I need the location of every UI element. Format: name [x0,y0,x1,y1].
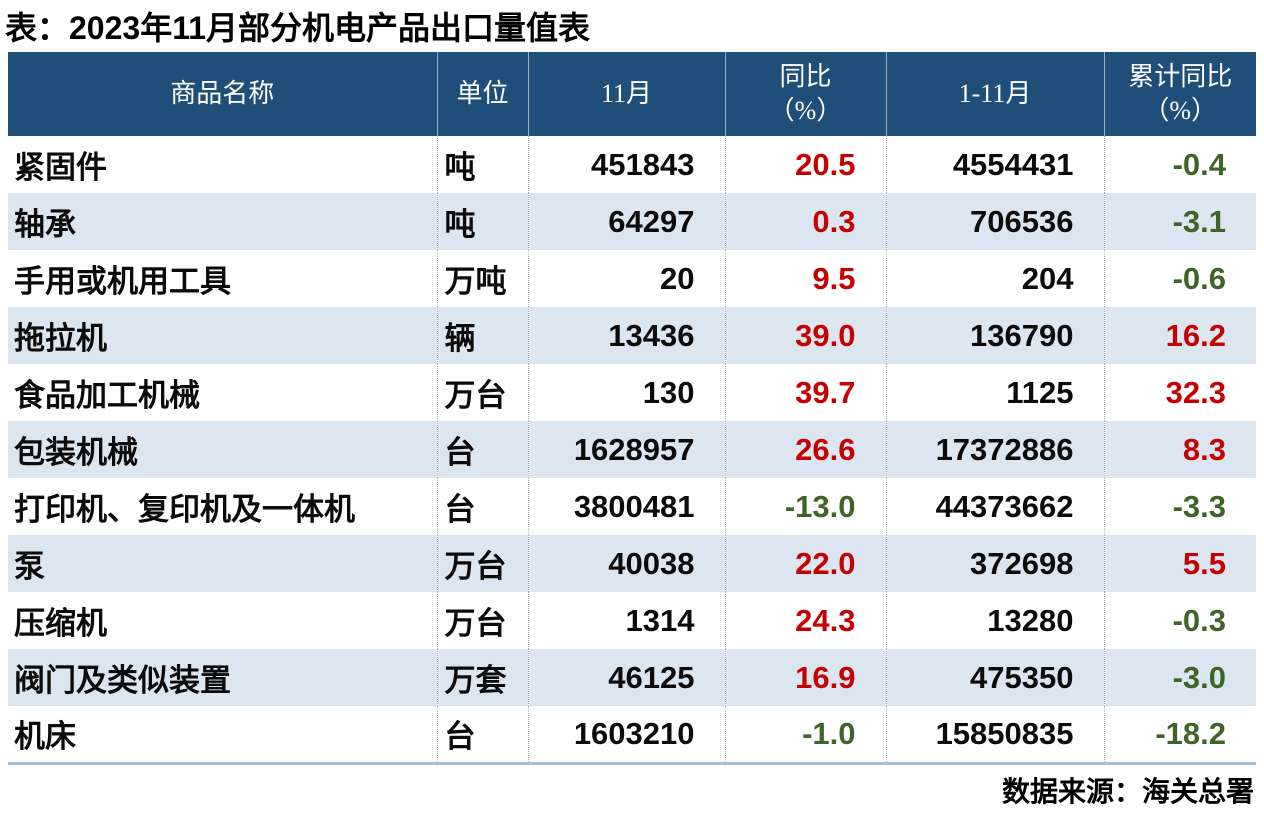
jan-nov-value-cell: 475350 [886,649,1105,706]
unit-cell: 万套 [437,649,529,706]
unit-cell: 辆 [437,307,529,364]
cumulative-yoy-percent-cell: 32.3 [1165,374,1226,410]
col-header-cumulative-yoy-label-line2: （%） [1143,96,1218,125]
jan-nov-value-cell: 204 [886,250,1105,307]
table-row: 拖拉机辆 13436 39.0 136790 16.2 [8,307,1256,364]
jan-nov-value-cell: 4554431 [886,136,1105,193]
cumulative-yoy-percent-cell: -0.4 [1172,146,1226,182]
table-header: 商品名称 单位 11月 同比 （%） 1-11月 累计同比 （%） [8,52,1256,136]
jan-nov-value-cell: 44373662 [886,478,1105,535]
november-value-cell: 1314 [528,592,726,649]
table-row: 阀门及类似装置 万套 46125 16.9 475350 -3.0 [8,649,1256,706]
header-row: 商品名称 单位 11月 同比 （%） 1-11月 累计同比 （%） [8,52,1256,136]
cumulative-yoy-percent-cell: -18.2 [1155,715,1226,751]
table-row: 包装机械台 1628957 26.6 17372886 8.3 [8,421,1256,478]
product-name-cell: 紧固件 [8,136,438,193]
jan-nov-value-cell: 706536 [886,193,1105,250]
november-value-cell: 20 [528,250,726,307]
page-title: 表：2023年11月部分机电产品出口量值表 [5,10,591,46]
unit-cell: 吨 [437,136,529,193]
jan-nov-value-cell: 372698 [886,535,1105,592]
cumulative-yoy-percent-cell: -3.1 [1172,203,1226,239]
yoy-percent-cell: -1.0 [725,706,887,763]
cumulative-yoy-percent-cell: -3.3 [1172,488,1226,524]
table-row: 机床台 1603210 -1.0 15850835 -18.2 [8,706,1256,763]
table-row: 轴承吨 64297 0.3 706536 -3.1 [8,193,1256,250]
november-value-cell: 451843 [528,136,726,193]
yoy-percent-cell: 0.3 [725,193,887,250]
yoy-percent-cell: 20.5 [725,136,887,193]
data-source-note: 数据来源：海关总署 [1001,775,1254,807]
table-row: 手用或机用工具 万吨 20 9.5 204 -0.6 [8,250,1256,307]
product-name-cell: 压缩机 [8,592,438,649]
col-header-jan-nov-label: 1-11月 [958,79,1032,108]
unit-cell: 万台 [437,364,529,421]
november-value-cell: 130 [528,364,726,421]
november-value-cell: 1628957 [528,421,726,478]
jan-nov-value-cell: 15850835 [886,706,1105,763]
yoy-percent-cell: 39.0 [725,307,887,364]
jan-nov-value-cell: 13280 [886,592,1105,649]
cumulative-yoy-percent-cell: 16.2 [1165,317,1226,353]
col-header-unit: 单位 [437,52,529,136]
table-row: 泵万台 40038 22.0 372698 5.5 [8,535,1256,592]
col-header-november: 11月 [528,52,726,136]
export-data-table: 商品名称 单位 11月 同比 （%） 1-11月 累计同比 （%） [8,52,1256,765]
col-header-product-name-label: 商品名称 [170,79,275,108]
yoy-percent-cell: 9.5 [725,250,887,307]
jan-nov-value-cell: 1125 [886,364,1105,421]
yoy-percent-cell: 26.6 [725,421,887,478]
unit-cell: 台 [437,478,529,535]
cumulative-yoy-percent-cell: -0.3 [1172,602,1226,638]
november-value-cell: 1603210 [528,706,726,763]
november-value-cell: 3800481 [528,478,726,535]
table-body: 紧固件吨 451843 20.5 4554431 -0.4 轴承吨 64297 0.3 7065… [8,136,1256,763]
jan-nov-value-cell: 17372886 [886,421,1105,478]
product-name-cell: 包装机械 [8,421,438,478]
col-header-yoy-label-line1: 同比 [779,62,832,91]
unit-cell: 万台 [437,535,529,592]
product-name-cell: 拖拉机 [8,307,438,364]
col-header-cumulative-yoy: 累计同比 （%） [1104,52,1256,136]
col-header-cumulative-yoy-label-line1: 累计同比 [1128,62,1233,91]
cumulative-yoy-percent-cell: -3.0 [1172,659,1226,695]
table-row: 食品加工机械 万台 130 39.7 1125 32.3 [8,364,1256,421]
yoy-percent-cell: 22.0 [725,535,887,592]
table-row: 打印机、复印机及一体机台 3800481 -13.0 44373662 -3.3 [8,478,1256,535]
product-name-cell: 机床 [8,706,438,763]
unit-cell: 台 [437,421,529,478]
col-header-yoy: 同比 （%） [725,52,887,136]
unit-cell: 万吨 [437,250,529,307]
product-name-cell: 打印机、复印机及一体机 [8,478,438,535]
product-name-cell: 手用或机用工具 [8,250,438,307]
unit-cell: 台 [437,706,529,763]
col-header-product-name: 商品名称 [8,52,438,136]
unit-cell: 吨 [437,193,529,250]
november-value-cell: 46125 [528,649,726,706]
table-row: 压缩机 万台 1314 24.3 13280 -0.3 [8,592,1256,649]
col-header-jan-nov: 1-11月 [886,52,1105,136]
november-value-cell: 13436 [528,307,726,364]
product-name-cell: 轴承 [8,193,438,250]
product-name-cell: 泵 [8,535,438,592]
table-row: 紧固件吨 451843 20.5 4554431 -0.4 [8,136,1256,193]
november-value-cell: 40038 [528,535,726,592]
col-header-yoy-label-line2: （%） [768,96,843,125]
product-name-cell: 阀门及类似装置 [8,649,438,706]
yoy-percent-cell: 16.9 [725,649,887,706]
yoy-percent-cell: 39.7 [725,364,887,421]
yoy-percent-cell: -13.0 [725,478,887,535]
cumulative-yoy-percent-cell: 5.5 [1182,545,1226,581]
product-name-cell: 食品加工机械 [8,364,438,421]
november-value-cell: 64297 [528,193,726,250]
col-header-november-label: 11月 [600,79,653,108]
unit-cell: 万台 [437,592,529,649]
jan-nov-value-cell: 136790 [886,307,1105,364]
yoy-percent-cell: 24.3 [725,592,887,649]
col-header-unit-label: 单位 [456,79,509,108]
cumulative-yoy-percent-cell: 8.3 [1182,431,1226,467]
cumulative-yoy-percent-cell: -0.6 [1172,260,1226,296]
